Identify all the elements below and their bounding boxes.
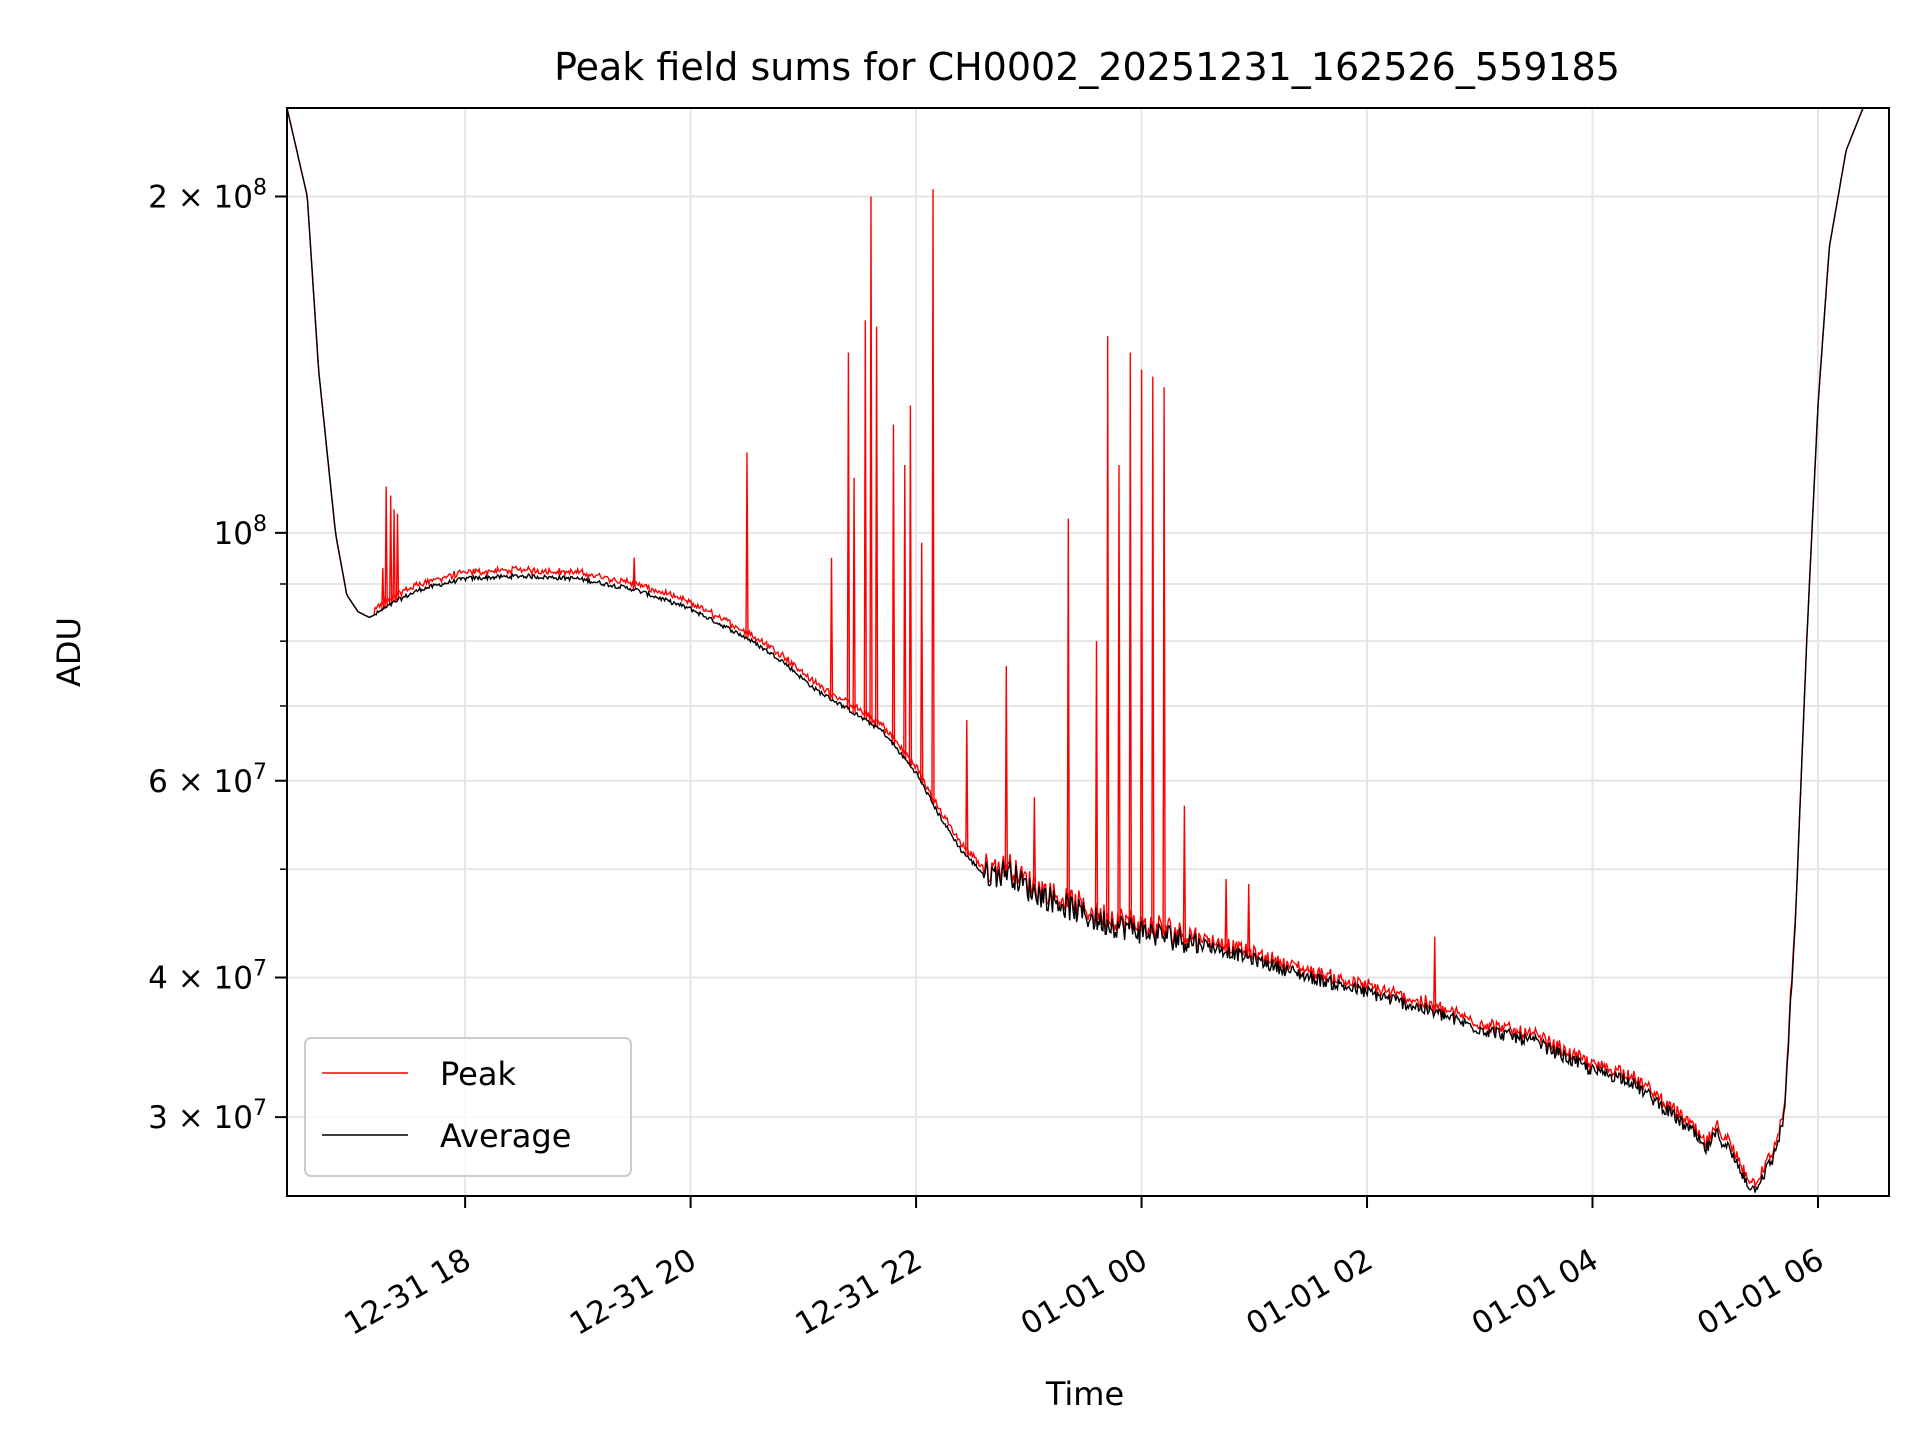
y-tick-label: 2 × 108 <box>148 175 267 215</box>
peak-spike <box>1247 883 1251 958</box>
peak-spike <box>903 464 907 759</box>
y-axis-label: ADU <box>50 617 88 687</box>
plot-frame <box>286 107 1890 1197</box>
peak-spike <box>1162 387 1166 936</box>
peak-spike <box>1004 665 1008 870</box>
peak-spike <box>1066 518 1070 908</box>
y-tick-exponent: 8 <box>253 175 267 200</box>
peak-spike <box>1094 641 1099 921</box>
peak-spike <box>965 719 969 857</box>
peak-series-line <box>286 107 1889 1188</box>
x-axis-label: Time <box>1045 1375 1124 1413</box>
peak-spike <box>392 509 396 603</box>
peak-spike <box>908 405 913 766</box>
peak-spike <box>1117 464 1121 926</box>
legend: Peak Average <box>304 1037 632 1177</box>
peak-spike <box>863 320 867 721</box>
peak-spike <box>869 196 873 724</box>
series-peak <box>286 107 1889 1188</box>
peak-spike <box>891 424 896 745</box>
peak-spike <box>852 477 856 714</box>
peak-spike <box>931 189 935 804</box>
peak-spike <box>1139 369 1144 932</box>
peak-spike <box>745 452 749 639</box>
peak-spike <box>1151 376 1155 934</box>
peak-spike <box>632 557 636 590</box>
y-tick-exponent: 8 <box>253 512 267 537</box>
peak-spike <box>1106 336 1110 924</box>
peak-spike <box>395 513 400 601</box>
average-series-line <box>286 107 1889 1193</box>
y-tick-exponent: 7 <box>253 957 267 982</box>
peak-spike <box>381 568 385 610</box>
chart-title: Peak field sums for CH0002_20251231_1625… <box>554 45 1620 89</box>
y-tick-label: 4 × 107 <box>148 957 267 997</box>
peak-spike <box>920 542 924 784</box>
y-tick-label: 6 × 107 <box>148 760 267 800</box>
peak-spike <box>1224 878 1228 952</box>
peak-spike <box>1128 352 1132 929</box>
legend-average-label: Average <box>440 1117 571 1155</box>
series-average <box>286 107 1889 1193</box>
y-tick-label: 3 × 107 <box>148 1096 267 1136</box>
y-tick-exponent: 7 <box>253 1096 267 1121</box>
peak-spike <box>384 486 388 608</box>
legend-peak-label: Peak <box>440 1055 516 1093</box>
peak-spike <box>389 495 393 605</box>
peak-spike <box>846 352 851 710</box>
y-tick-exponent: 7 <box>253 760 267 785</box>
peak-spike <box>1032 797 1037 892</box>
peak-spike <box>1433 936 1437 1013</box>
peak-spike <box>829 557 834 700</box>
peak-spike <box>1182 805 1187 940</box>
peak-spike <box>874 326 879 728</box>
